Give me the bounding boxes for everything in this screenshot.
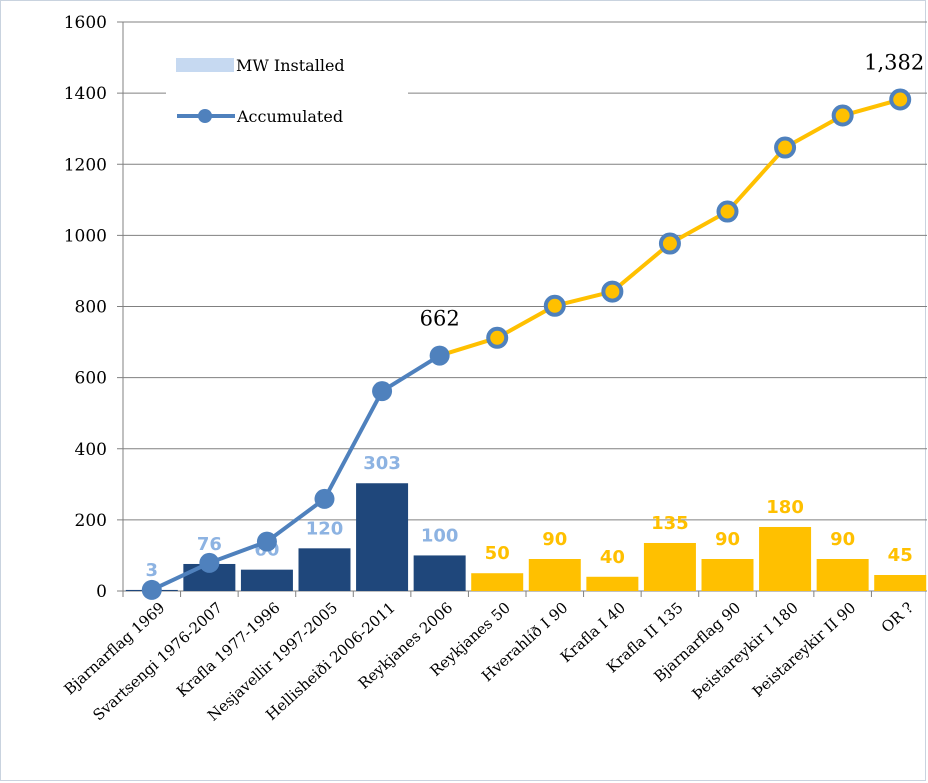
y-tick-label: 400	[75, 440, 107, 460]
accumulated-marker	[199, 552, 220, 573]
bar-value-label: 76	[197, 534, 222, 555]
bar	[701, 558, 754, 591]
bar-value-label: 303	[363, 453, 401, 474]
annotations: 662 1,382	[420, 51, 925, 331]
bar-value-label: 180	[766, 497, 804, 518]
y-tick-label: 1200	[64, 155, 107, 175]
bar-value-label: 3	[146, 560, 159, 581]
accumulated-marker	[774, 136, 797, 159]
y-tick-label: 600	[75, 369, 107, 389]
accumulated-marker	[601, 280, 624, 303]
legend: MW Installed Accumulated	[166, 41, 408, 133]
annotation-label: 662	[420, 307, 460, 331]
bar	[528, 558, 581, 591]
bar	[874, 574, 927, 591]
y-tick-label: 0	[96, 582, 107, 602]
bar-value-label: 120	[306, 518, 344, 539]
bar-value-label: 45	[888, 545, 913, 566]
legend-marker-accumulated	[198, 109, 212, 123]
bars	[125, 483, 927, 591]
bar	[759, 526, 812, 591]
accumulated-marker	[256, 531, 277, 552]
bar-value-label: 135	[651, 513, 689, 534]
bar-value-label: 50	[485, 543, 510, 564]
bar	[586, 576, 639, 591]
x-tick-label: Bjarnarflag 1969	[61, 599, 169, 699]
x-tick-label: Krafla 1977-1996	[173, 599, 283, 701]
bar-value-label: 40	[600, 547, 625, 568]
bar	[413, 555, 466, 591]
annotation-label: 1,382	[864, 51, 924, 75]
accumulated-markers	[141, 88, 912, 600]
legend-label-mw-installed: MW Installed	[236, 56, 345, 75]
bar	[643, 542, 696, 591]
accumulated-line-existing	[150, 353, 441, 592]
bar	[240, 569, 293, 591]
y-tick-label: 1400	[64, 84, 107, 104]
y-tick-label: 800	[75, 298, 107, 318]
bar-labels: 37660120303100509040135901809045	[146, 453, 913, 581]
accumulated-marker	[429, 345, 450, 366]
bar	[816, 558, 869, 591]
bar-value-label: 90	[830, 529, 855, 550]
x-tick-label: Þeistareykir II 90	[749, 599, 860, 701]
y-tick-labels: 0 200 400 600 800 1000 1200 1400 1600	[64, 13, 107, 602]
accumulated-marker	[486, 326, 509, 349]
accumulated-marker	[314, 488, 335, 509]
bar-value-label: 90	[542, 529, 567, 550]
accumulated-marker	[543, 294, 566, 317]
bar	[298, 548, 351, 591]
accumulated-marker	[141, 579, 162, 600]
accumulated-marker	[889, 88, 912, 111]
y-tick-label: 1000	[64, 226, 107, 246]
legend-swatch-mw-installed	[176, 58, 234, 72]
bar	[471, 573, 524, 591]
accumulated-marker	[716, 200, 739, 223]
y-tick-label: 1600	[64, 13, 107, 33]
bar-value-label: 90	[715, 529, 740, 550]
y-tick-label: 200	[75, 511, 107, 531]
accumulated-line-planned	[439, 97, 901, 358]
accumulated-marker	[831, 104, 854, 127]
x-tick-label: OR ?	[878, 599, 917, 637]
bar	[356, 483, 409, 591]
bar-value-label: 100	[421, 525, 459, 546]
accumulated-marker	[658, 232, 681, 255]
accumulated-marker	[372, 381, 393, 402]
x-tick-label: Þeistareykir I 180	[689, 599, 802, 703]
legend-label-accumulated: Accumulated	[236, 107, 343, 126]
